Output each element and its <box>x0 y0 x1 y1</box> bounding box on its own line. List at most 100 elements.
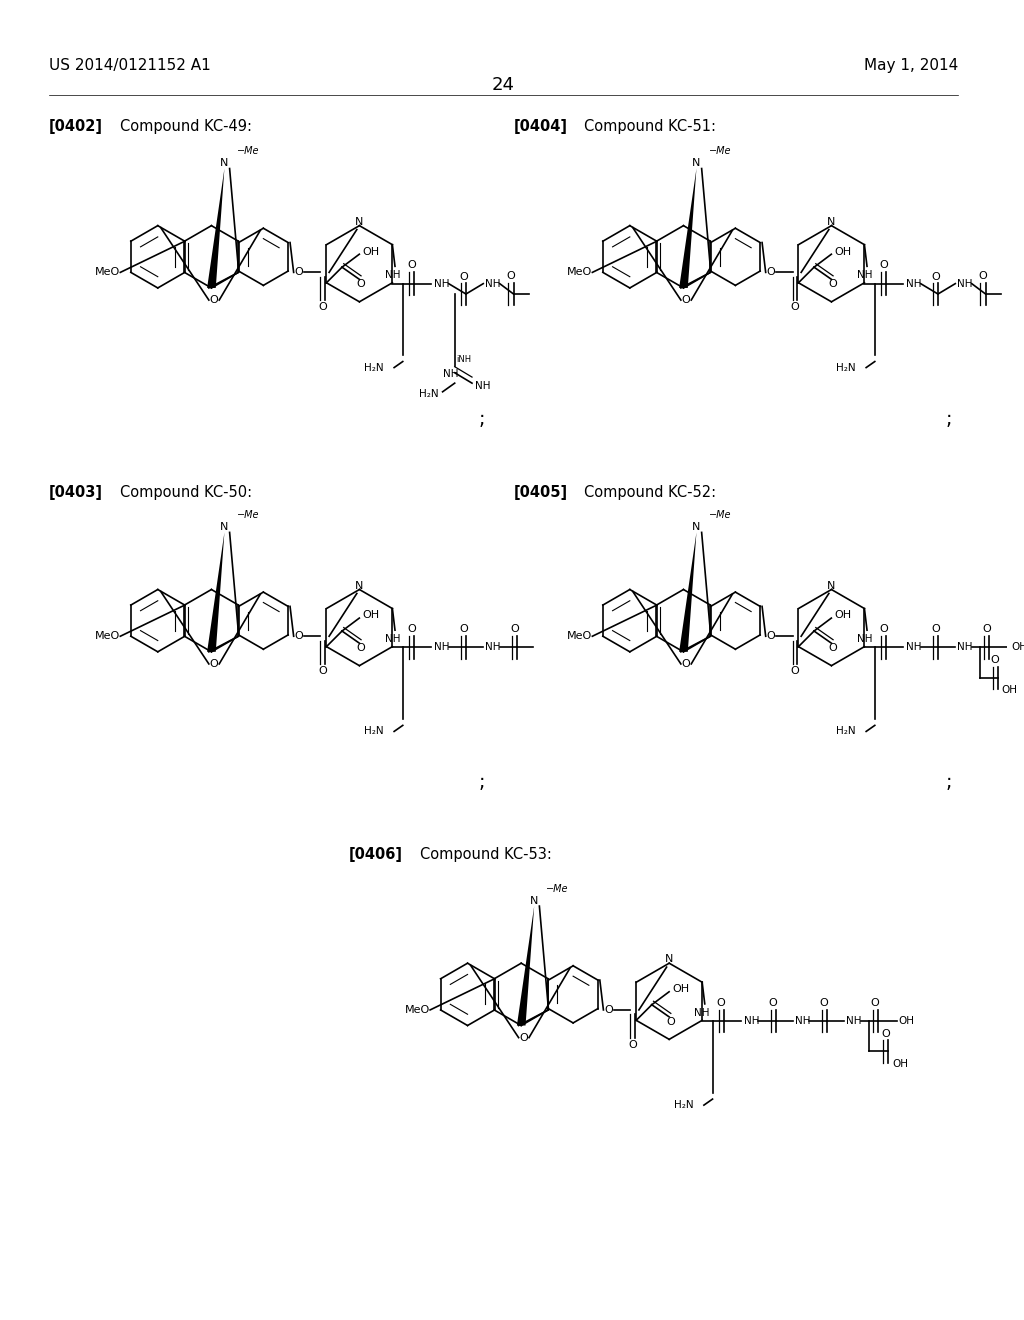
Text: H₂N: H₂N <box>674 1100 693 1110</box>
Text: −Me: −Me <box>709 147 731 156</box>
Text: OH: OH <box>1001 685 1017 694</box>
Text: OH: OH <box>835 247 852 256</box>
Text: −Me: −Me <box>546 884 568 894</box>
Text: May 1, 2014: May 1, 2014 <box>863 58 957 73</box>
Text: [0405]: [0405] <box>513 486 567 500</box>
Text: O: O <box>982 624 991 635</box>
Polygon shape <box>679 169 696 288</box>
Text: H₂N: H₂N <box>420 388 439 399</box>
Text: NH: NH <box>846 1016 861 1026</box>
Text: O: O <box>717 998 726 1008</box>
Text: NH: NH <box>906 279 922 289</box>
Text: H₂N: H₂N <box>837 726 856 737</box>
Text: iNH: iNH <box>457 355 472 364</box>
Text: NH: NH <box>385 271 400 280</box>
Text: US 2014/0121152 A1: US 2014/0121152 A1 <box>49 58 211 73</box>
Text: O: O <box>459 624 468 635</box>
Text: OH: OH <box>899 1016 914 1026</box>
Text: O: O <box>769 998 777 1008</box>
Text: OH: OH <box>835 610 852 620</box>
Text: N: N <box>530 896 539 906</box>
Text: −Me: −Me <box>237 147 259 156</box>
Text: O: O <box>318 665 328 676</box>
Text: [0403]: [0403] <box>49 486 103 500</box>
Text: O: O <box>408 260 416 271</box>
Text: N: N <box>827 581 836 590</box>
Text: O: O <box>991 656 999 665</box>
Text: MeO: MeO <box>95 631 121 642</box>
Text: NH: NH <box>385 634 400 644</box>
Text: NH: NH <box>857 634 872 644</box>
Text: NH: NH <box>857 271 872 280</box>
Text: OH: OH <box>893 1059 908 1069</box>
Text: O: O <box>870 998 880 1008</box>
Text: O: O <box>459 272 468 281</box>
Text: O: O <box>295 268 303 277</box>
Text: [0406]: [0406] <box>349 847 403 862</box>
Text: O: O <box>979 271 987 281</box>
Text: ;: ; <box>946 409 952 429</box>
Text: N: N <box>692 523 700 532</box>
Text: NH: NH <box>443 370 459 379</box>
Text: O: O <box>820 998 828 1008</box>
Text: O: O <box>767 268 775 277</box>
Text: O: O <box>931 624 940 635</box>
Text: O: O <box>408 624 416 635</box>
Text: Compound KC-53:: Compound KC-53: <box>420 847 552 862</box>
Text: H₂N: H₂N <box>365 726 384 737</box>
Text: O: O <box>879 624 888 635</box>
Text: MeO: MeO <box>404 1005 430 1015</box>
Text: N: N <box>692 158 700 169</box>
Text: O: O <box>210 296 218 305</box>
Text: N: N <box>827 216 836 227</box>
Text: O: O <box>882 1030 890 1039</box>
Text: Compound KC-49:: Compound KC-49: <box>120 120 252 135</box>
Text: H₂N: H₂N <box>837 363 856 372</box>
Text: Compound KC-52:: Compound KC-52: <box>584 486 716 500</box>
Text: O: O <box>629 1040 637 1049</box>
Text: NH: NH <box>474 380 490 391</box>
Text: O: O <box>356 643 366 653</box>
Text: OH: OH <box>1012 643 1024 652</box>
Text: O: O <box>519 1032 528 1043</box>
Text: O: O <box>828 643 838 653</box>
Text: O: O <box>667 1016 675 1027</box>
Text: NH: NH <box>434 279 450 289</box>
Text: N: N <box>355 216 364 227</box>
Text: O: O <box>210 659 218 669</box>
Text: NH: NH <box>743 1016 759 1026</box>
Text: H₂N: H₂N <box>365 363 384 372</box>
Text: MeO: MeO <box>567 631 592 642</box>
Text: NH: NH <box>485 279 501 289</box>
Polygon shape <box>207 169 224 288</box>
Polygon shape <box>679 532 696 652</box>
Text: O: O <box>682 659 690 669</box>
Text: O: O <box>356 280 366 289</box>
Polygon shape <box>207 532 224 652</box>
Text: ;: ; <box>478 774 485 792</box>
Text: O: O <box>828 280 838 289</box>
Text: NH: NH <box>795 1016 810 1026</box>
Text: ;: ; <box>478 409 485 429</box>
Text: O: O <box>931 272 940 281</box>
Text: NH: NH <box>957 643 973 652</box>
Text: O: O <box>767 631 775 642</box>
Polygon shape <box>517 906 535 1026</box>
Text: OH: OH <box>362 247 380 256</box>
Text: N: N <box>220 523 228 532</box>
Text: O: O <box>879 260 888 271</box>
Text: O: O <box>791 302 800 312</box>
Text: OH: OH <box>362 610 380 620</box>
Text: ;: ; <box>946 774 952 792</box>
Text: O: O <box>791 665 800 676</box>
Text: O: O <box>510 624 519 635</box>
Text: −Me: −Me <box>709 510 731 520</box>
Text: Compound KC-50:: Compound KC-50: <box>120 486 252 500</box>
Text: O: O <box>507 271 515 281</box>
Text: MeO: MeO <box>567 268 592 277</box>
Text: [0404]: [0404] <box>513 120 567 135</box>
Text: 24: 24 <box>492 75 515 94</box>
Text: MeO: MeO <box>95 268 121 277</box>
Text: O: O <box>295 631 303 642</box>
Text: O: O <box>318 302 328 312</box>
